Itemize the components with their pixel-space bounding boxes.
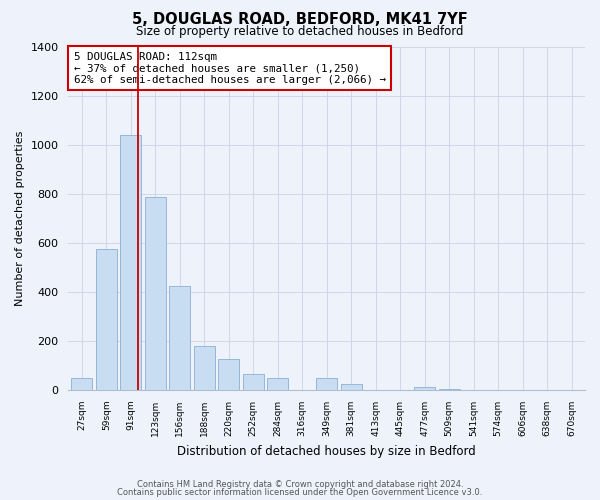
Text: Contains HM Land Registry data © Crown copyright and database right 2024.: Contains HM Land Registry data © Crown c… [137, 480, 463, 489]
Bar [414, 387, 435, 390]
Bar [218, 360, 239, 390]
Text: Size of property relative to detached houses in Bedford: Size of property relative to detached ho… [136, 25, 464, 38]
Bar [71, 378, 92, 390]
Bar [145, 198, 166, 390]
Bar [169, 286, 190, 390]
Text: 5 DOUGLAS ROAD: 112sqm
← 37% of detached houses are smaller (1,250)
62% of semi-: 5 DOUGLAS ROAD: 112sqm ← 37% of detached… [74, 52, 386, 85]
Text: Contains public sector information licensed under the Open Government Licence v3: Contains public sector information licen… [118, 488, 482, 497]
Text: 5, DOUGLAS ROAD, BEDFORD, MK41 7YF: 5, DOUGLAS ROAD, BEDFORD, MK41 7YF [132, 12, 468, 28]
Bar [243, 374, 263, 390]
Bar [194, 346, 215, 390]
Bar [268, 378, 288, 390]
X-axis label: Distribution of detached houses by size in Bedford: Distribution of detached houses by size … [178, 444, 476, 458]
Bar [316, 378, 337, 390]
Y-axis label: Number of detached properties: Number of detached properties [15, 130, 25, 306]
Bar [121, 135, 141, 390]
Bar [341, 384, 362, 390]
Bar [96, 249, 117, 390]
Bar [439, 389, 460, 390]
